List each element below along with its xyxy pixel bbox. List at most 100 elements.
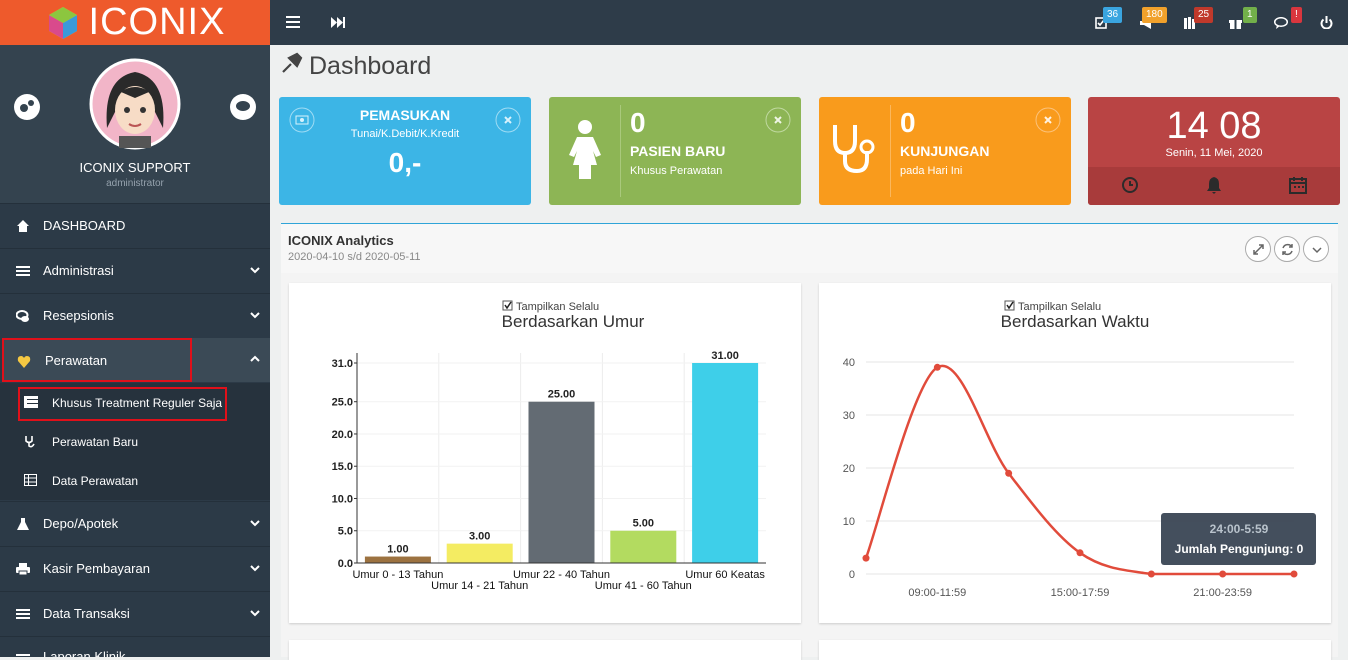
clock-footer (1088, 167, 1340, 205)
books-icon[interactable] (1184, 17, 1198, 29)
checkbox-label: Tampilkan Selalu (1018, 301, 1101, 313)
panel-header: ICONIX Analytics 2020-04-10 s/d 2020-05-… (281, 223, 1338, 273)
chevron (250, 520, 260, 527)
icon (17, 356, 31, 368)
point (1290, 570, 1298, 578)
line (864, 364, 1294, 576)
sidebar: ICONIX ICONIX SUPPORT administrator DASH… (0, 0, 270, 657)
icon (16, 609, 30, 619)
menu-label: Perawatan (45, 352, 108, 368)
logo-icon (48, 6, 77, 39)
close-icon[interactable] (1035, 107, 1061, 133)
x-tick-label: Umur 22 - 40 Tahun (513, 569, 610, 581)
card-subtitle: Khusus Perawatan (630, 165, 723, 177)
value-label: 3.00 (469, 531, 490, 543)
clock-card: 14 08 Senin, 11 Mei, 2020 (1088, 97, 1340, 205)
clock-icon[interactable] (1122, 177, 1138, 193)
y-tick-label: 15.0 (332, 461, 353, 473)
badge: 36 (1103, 7, 1123, 23)
menu-item[interactable]: Data Transaksi (0, 591, 270, 635)
task-icon[interactable] (1095, 17, 1107, 29)
bar (528, 401, 595, 563)
menu-label: Depo/Apotek (43, 516, 119, 531)
x-tick-label: Umur 14 - 21 Tahun (431, 580, 528, 592)
profile: ICONIX SUPPORT administrator (0, 45, 270, 203)
point (862, 554, 870, 562)
calendar-icon[interactable] (1289, 176, 1307, 194)
checkbox-check (1006, 301, 1014, 310)
card: 0 KUNJUNGAN pada Hari Ini (819, 97, 1071, 205)
logo-text: ICONIX (88, 1, 226, 43)
comments-icon[interactable] (1274, 17, 1288, 29)
avatar[interactable] (89, 58, 181, 150)
expand-button[interactable] (1245, 236, 1271, 262)
card-title: PASIEN BARU (630, 143, 726, 159)
checkbox-box (1004, 300, 1015, 311)
menu-item[interactable]: Resepsionis (0, 293, 270, 337)
y-tick-label: 0.0 (338, 558, 353, 570)
collapse-button[interactable] (1303, 236, 1329, 262)
x-tick-label: 15:00-17:59 (1051, 587, 1110, 599)
y-tick-label: 10 (843, 516, 855, 528)
chevron (250, 610, 260, 617)
checkbox-box (502, 300, 513, 311)
menu-item[interactable]: Administrasi (0, 248, 270, 292)
submenu-label: Perawatan Baru (52, 434, 139, 449)
value-label: 5.00 (633, 518, 654, 530)
y-tick-label: 31.0 (332, 358, 353, 370)
icon (16, 310, 29, 322)
submenu-item[interactable]: Data Perawatan (0, 461, 270, 500)
chart-panel (289, 640, 801, 660)
icon (24, 474, 37, 486)
card-title: PEMASUKAN (359, 107, 451, 123)
icon (16, 654, 30, 656)
menu-item[interactable]: DASHBOARD (0, 203, 270, 247)
menu-item[interactable]: Depo/Apotek (0, 501, 270, 545)
bar (446, 543, 513, 563)
icon (17, 518, 29, 530)
checkbox (1004, 300, 1015, 311)
submenu-item[interactable]: Perawatan Baru (0, 422, 270, 461)
menu-item-active[interactable]: Perawatan (2, 338, 192, 382)
chart-panel: Tampilkan Selalu Berdasarkan Waktu 0 10 20 30… (819, 283, 1331, 623)
bell-icon[interactable] (1206, 176, 1222, 194)
close-icon[interactable] (495, 107, 521, 133)
card: 0 PASIEN BARU Khusus Perawatan (549, 97, 801, 205)
x-tick-label: 09:00-11:59 (908, 587, 966, 599)
card-value: 0,- (388, 147, 422, 178)
refresh-button[interactable] (1274, 236, 1300, 262)
gift-icon[interactable] (1229, 16, 1242, 29)
submenu-label: Khusus Treatment Reguler Saja (52, 395, 223, 410)
tooltip-title: 24:00-5:59 (1210, 522, 1269, 536)
menu-item[interactable]: Kasir Pembayaran (0, 546, 270, 590)
menu-label: Laporan Klinik (43, 649, 126, 657)
menu-item-active-rest (192, 338, 270, 382)
card-value: 0 (630, 107, 646, 138)
close-icon[interactable] (765, 107, 791, 133)
menu-toggle[interactable] (286, 16, 300, 28)
y-tick-label: 20 (843, 463, 855, 475)
power-icon[interactable] (1320, 16, 1333, 29)
menu-item[interactable]: Laporan Klinik (0, 636, 270, 657)
menu-label: Data Transaksi (43, 606, 130, 621)
checkbox (502, 300, 513, 311)
chart-title: Berdasarkan Umur (502, 312, 645, 331)
settings-icon[interactable] (12, 92, 42, 122)
badge: 1 (1243, 7, 1257, 23)
money-icon (289, 107, 315, 133)
chevron (250, 355, 260, 362)
panel-title: ICONIX Analytics (288, 233, 394, 248)
menu-label: Resepsionis (43, 308, 114, 323)
chart-panel: Tampilkan Selalu Berdasarkan Umur 0.0 5.0 10… (289, 283, 801, 623)
y-tick-label: 5.0 (338, 526, 353, 538)
fast-forward[interactable] (331, 17, 345, 28)
card-value: 0 (900, 107, 916, 138)
chat-icon[interactable] (228, 92, 258, 122)
card: PEMASUKAN Tunai/K.Debit/K.Kredit 0,- (279, 97, 531, 205)
logo[interactable]: ICONIX (0, 0, 270, 45)
chart-title: Berdasarkan Waktu (1001, 312, 1150, 331)
y-tick-label: 30 (843, 410, 855, 422)
x-tick-label: Umur 0 - 13 Tahun (352, 569, 443, 581)
icon (17, 220, 29, 232)
